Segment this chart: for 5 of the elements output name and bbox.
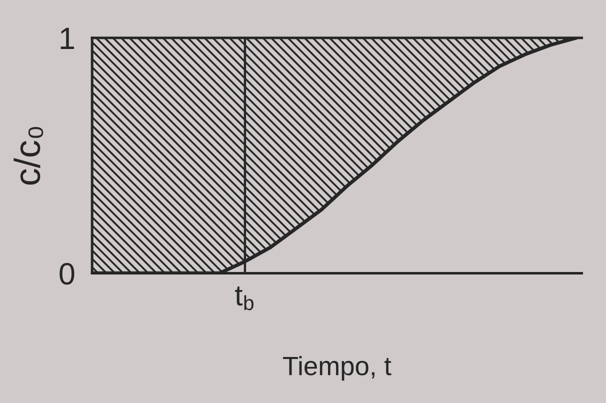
y-tick-label: 1 — [60, 28, 74, 49]
y-axis-title: c/c₀ — [14, 126, 44, 185]
x-axis-title: Tiempo, t — [283, 356, 392, 381]
y-tick-label: 0 — [60, 262, 74, 285]
x-tick-label: t$_{b}$ — [235, 286, 254, 310]
